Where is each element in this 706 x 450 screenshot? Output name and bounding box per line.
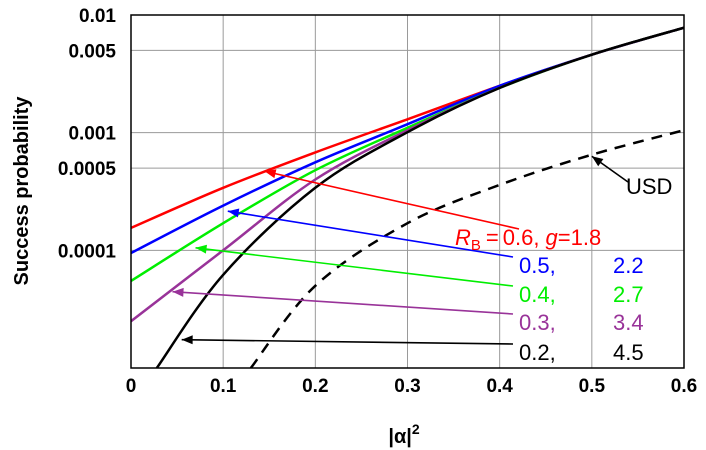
rb-comma-4: ,: [550, 340, 556, 365]
arrow-rb-0.3-head: [172, 287, 184, 297]
x-tick-label-3: 0.3: [394, 376, 420, 397]
rb-symbol: R: [455, 225, 471, 250]
g-symbol: g: [545, 225, 558, 250]
label-rb-g-0.6: RB = 0.6, g=1.8: [455, 225, 601, 254]
label-rb-0.3: 0.3,: [519, 310, 556, 335]
rb-subscript: B: [471, 237, 481, 254]
label-g-4.5: 4.5: [613, 340, 644, 365]
g-value-0: 1.8: [571, 225, 602, 250]
arrow-rb-0.5-shaft: [227, 210, 514, 258]
arrow-rb-0.4-head: [195, 244, 207, 254]
usd-curve-layer: [249, 128, 684, 368]
rb-value-3: 0.3: [519, 310, 550, 335]
plot-frame: [130, 14, 685, 369]
x-tick-label-0: 0: [126, 376, 137, 397]
label-rb-0.5: 0.5,: [519, 253, 556, 278]
arrow-usd-head: [591, 156, 604, 167]
y-tick-label-3: 0.0005: [58, 159, 117, 180]
label-g-2.7: 2.7: [613, 282, 644, 307]
tick-labels: 0 0.1 0.2 0.3 0.4 0.5 0.6 0.01 0.005 0.001 0.0005 0…: [58, 6, 697, 397]
y-tick-label-1: 0.005: [68, 41, 116, 62]
rb-equals: =: [486, 225, 499, 250]
y-tick-label-4: 0.0001: [58, 241, 117, 262]
x-tick-label-1: 0.1: [210, 376, 237, 397]
x-tick-label-2: 0.2: [302, 376, 328, 397]
label-g-2.2: 2.2: [613, 253, 644, 278]
annotation-labels: RB = 0.6, g=1.80.5, 2.20.4, 2.70.3, 3.40.2, 4.5…: [455, 174, 672, 365]
x-tick-label-4: 0.4: [486, 376, 513, 397]
y-tick-label-2: 0.001: [68, 124, 116, 145]
x-tick-label-5: 0.5: [579, 376, 606, 397]
arrow-rb-0.6-head: [264, 169, 277, 179]
arrow-rb-0.5-head: [227, 208, 240, 218]
arrow-rb-0.2-head: [181, 335, 193, 345]
label-g-3.4: 3.4: [613, 310, 644, 335]
g-equals: =: [558, 225, 571, 250]
y-axis-label: Success probability: [11, 96, 33, 286]
rb-value-2: 0.4: [519, 282, 550, 307]
rb-comma-3: ,: [550, 310, 556, 335]
label-rb-0.2: 0.2,: [519, 340, 556, 365]
arrow-rb-0.6-shaft: [264, 170, 520, 230]
x-axis-label-base: |α|: [388, 426, 412, 448]
rb-comma-2: ,: [550, 282, 556, 307]
x-tick-label-6: 0.6: [671, 376, 697, 397]
arrow-rb-0.3-shaft: [172, 290, 514, 315]
rb-value-0: 0.6: [503, 225, 534, 250]
usd-curve: [249, 128, 684, 368]
series-layer: [131, 26, 684, 368]
rb-value-1: 0.5: [519, 253, 550, 278]
arrow-rb-0.4-shaft: [195, 247, 514, 287]
arrow-rb-0.2-shaft: [181, 338, 514, 345]
rb-value-4: 0.2: [519, 340, 550, 365]
y-tick-label-0: 0.01: [79, 6, 116, 27]
label-rb-0.4: 0.4,: [519, 282, 556, 307]
usd-label: USD: [626, 174, 672, 199]
series-line-rb-0.2: [155, 26, 684, 368]
rb-comma-1: ,: [550, 253, 556, 278]
x-axis-label: |α|2: [388, 421, 420, 448]
rb-comma-0: ,: [533, 225, 539, 250]
x-axis-label-sup: 2: [412, 421, 420, 437]
annotation-arrows: [172, 155, 629, 345]
